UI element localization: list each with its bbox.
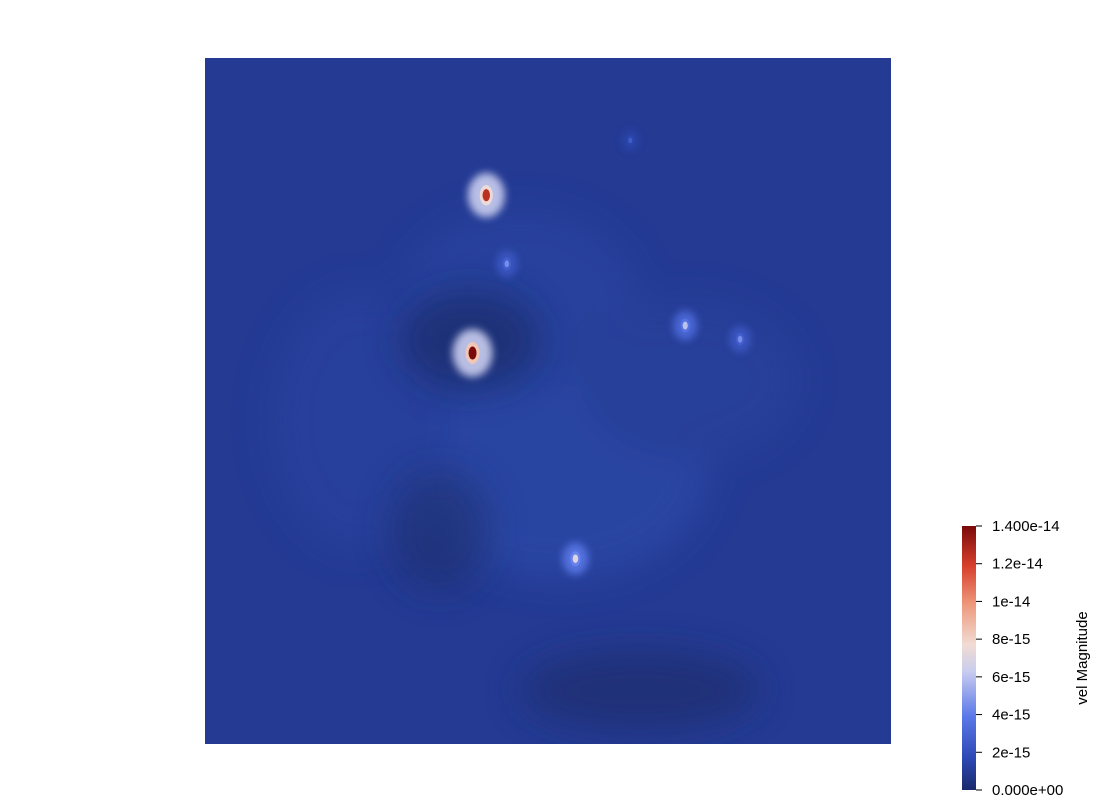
hotspot-core-6 xyxy=(504,260,510,268)
hotspot-5 xyxy=(729,326,751,353)
colorbar-tick-label-0: 1.400e-14 xyxy=(992,518,1060,535)
colorbar-tick-label-2: 1e-14 xyxy=(992,593,1030,610)
hotspot-core-3 xyxy=(682,321,688,330)
colorbar-tick-label-3: 8e-15 xyxy=(992,631,1030,648)
hotspot-core-1 xyxy=(482,189,490,202)
hotspot-2 xyxy=(562,542,589,575)
hotspot-0 xyxy=(452,328,493,377)
hotspot-core-4 xyxy=(628,137,633,144)
hotspot-core-5 xyxy=(737,335,743,343)
colorbar-tick-label-1: 1.2e-14 xyxy=(992,556,1043,573)
hotspot-1 xyxy=(467,172,505,218)
hotspot-core-2 xyxy=(572,554,579,564)
colorbar-tick-label-5: 4e-15 xyxy=(992,707,1030,724)
colorbar-tick-label-6: 2e-15 xyxy=(992,744,1030,761)
colorbar-tick-label-7: 0.000e+00 xyxy=(992,782,1063,799)
colorbar-gradient xyxy=(962,526,976,790)
colorbar-title: vel Magnitude xyxy=(1074,611,1091,704)
hotspot-3 xyxy=(673,310,698,341)
hotspot-core-0 xyxy=(468,346,477,360)
hotspot-4 xyxy=(621,129,639,152)
colorbar: 1.400e-14 1.2e-14 1e-14 8e-15 6e-15 4e-15 2e-1… xyxy=(962,518,1091,799)
velocity-field-plot xyxy=(205,58,891,744)
colorbar-ticks: 1.400e-14 1.2e-14 1e-14 8e-15 6e-15 4e-15 2e-1… xyxy=(976,518,1063,799)
hotspot-layer xyxy=(452,129,751,575)
hotspot-6 xyxy=(496,250,518,277)
colorbar-tick-label-4: 6e-15 xyxy=(992,669,1030,686)
